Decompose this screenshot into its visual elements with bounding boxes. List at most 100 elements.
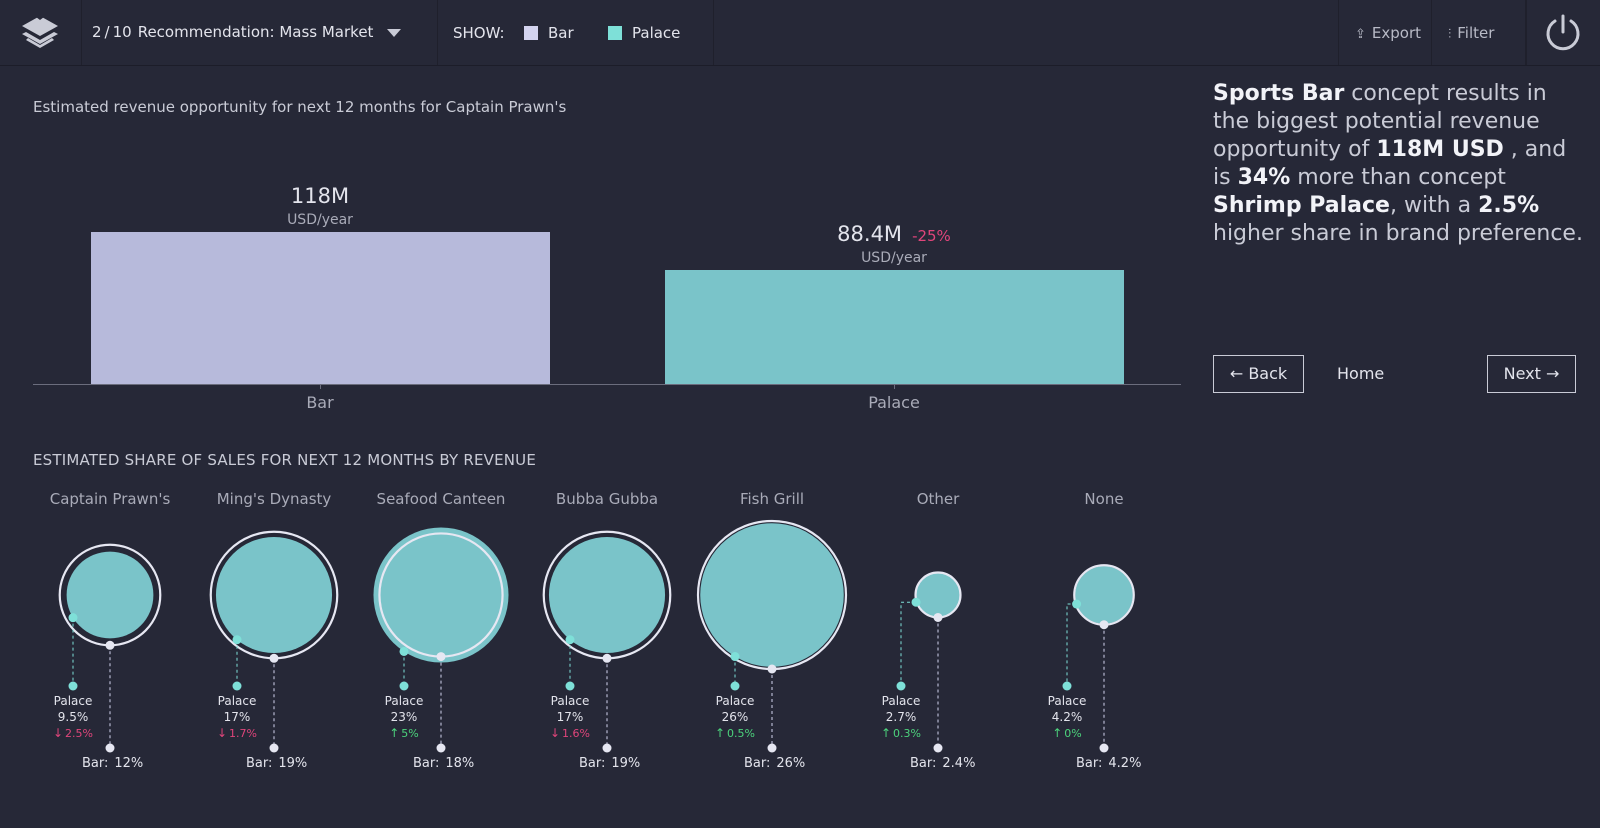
revenue-bar-chart: 118M USD/year Bar 88.4M -25% USD/year Palace [33, 140, 1181, 420]
palace-delta-value: 0.3% [893, 727, 921, 740]
show-legend: SHOW: Bar Palace [438, 0, 714, 65]
share-item: None Palace 4.2% ↑ 0% Bar: 4.2% [1019, 480, 1189, 780]
share-icon: ⇪ [1355, 27, 1366, 42]
home-link[interactable]: Home [1337, 364, 1385, 383]
power-button[interactable] [1526, 0, 1600, 65]
palace-anchor-dot [730, 652, 740, 662]
share-item: Fish Grill Palace 26% ↑ 0.5% Bar: 26% [687, 480, 857, 780]
arrow-up-icon: ↑ [1052, 726, 1063, 740]
recommendation-selector[interactable]: 2/10 Recommendation: Mass Market [82, 0, 438, 65]
bar-share-label: Bar: 12% [82, 756, 143, 771]
legend-label-palace: Palace [632, 24, 681, 42]
palace-label-block: Palace 9.5% ↓ 2.5% [33, 693, 113, 742]
logo-cell [0, 0, 82, 65]
insight-percent: 34% [1237, 165, 1291, 190]
legend-swatch-bar [524, 26, 538, 40]
palace-end-dot [68, 681, 78, 691]
export-button[interactable]: ⇪ Export [1338, 0, 1432, 65]
bar-end-dot [436, 743, 446, 753]
palace-label: Palace [1047, 694, 1087, 708]
bar-anchor-dot [767, 664, 777, 674]
palace-end-dot [730, 681, 740, 691]
recommendation-label: Recommendation: Mass Market [137, 23, 374, 41]
bar-end-dot [105, 743, 115, 753]
palace-delta-value: 0% [1064, 727, 1082, 740]
palace-end-dot [1062, 681, 1072, 691]
competitor-name: Captain Prawn's [49, 490, 171, 508]
page-separator: / [104, 23, 110, 41]
palace-label: Palace [715, 694, 755, 708]
next-button[interactable]: Next → [1487, 355, 1576, 393]
share-item: Bubba Gubba Palace 17% ↓ 1.6% Bar: 19% [522, 480, 692, 780]
insight-text-part: , and is [1213, 137, 1567, 190]
palace-label-block: Palace 4.2% ↑ 0% [1027, 693, 1107, 742]
bar-value-text: 88.4M [837, 222, 903, 247]
filter-label: Filter [1457, 24, 1495, 42]
palace-delta: ↑ 5% [364, 725, 444, 742]
competitor-name: Other [916, 490, 960, 508]
palace-share-value: 26% [721, 710, 749, 724]
palace-end-dot [399, 681, 409, 691]
bar-prefix: Bar: [579, 756, 606, 771]
bar-share-value: 19% [611, 756, 641, 771]
page-total: 10 [112, 23, 132, 41]
insight-text: Sports Bar concept results in the bigges… [1213, 80, 1583, 248]
palace-delta-value: 0.5% [727, 727, 755, 740]
palace-leader-line [1066, 603, 1077, 686]
show-label: SHOW: [453, 24, 505, 42]
share-bubble-svg [209, 530, 339, 753]
layers-logo-icon[interactable] [18, 12, 62, 52]
arrow-down-icon: ↓ [549, 726, 561, 740]
palace-bubble [548, 536, 666, 654]
palace-anchor-dot [1072, 599, 1082, 609]
palace-label: Palace [881, 694, 921, 708]
bar-share-value: 19% [278, 756, 308, 771]
bar-anchor-dot [105, 640, 115, 650]
share-bubble-svg [542, 530, 672, 753]
bar-anchor-dot [1099, 620, 1109, 630]
x-tick-label: Bar [306, 393, 334, 412]
share-item: Ming's Dynasty Palace 17% ↓ 1.7% Bar: 19% [189, 480, 359, 780]
sliders-icon: ⫶ [1448, 27, 1452, 42]
palace-leader-line [900, 601, 917, 686]
palace-label-block: Palace 17% ↓ 1.6% [530, 693, 610, 742]
share-item: Seafood Canteen Palace 23% ↑ 5% Bar: 18% [356, 480, 526, 780]
bar-share-value: 2.4% [942, 756, 976, 771]
palace-bubble [700, 523, 844, 667]
bar-anchor-dot [602, 653, 612, 663]
share-bubble-svg [696, 519, 848, 753]
palace-delta: ↑ 0% [1027, 725, 1107, 742]
palace-share-value: 9.5% [57, 710, 89, 724]
legend-toggle-palace[interactable]: Palace [608, 24, 680, 42]
bar-end-dot [933, 743, 943, 753]
palace-end-dot [896, 681, 906, 691]
palace-bubble [215, 536, 333, 654]
palace-bubble [1075, 566, 1133, 624]
palace-delta: ↓ 2.5% [33, 725, 113, 742]
palace-end-dot [232, 681, 242, 691]
competitor-name: None [1084, 490, 1124, 508]
arrow-down-icon: ↓ [216, 726, 228, 740]
page-current: 2 [92, 23, 102, 41]
arrow-up-icon: ↑ [714, 726, 726, 740]
palace-delta: ↑ 0.5% [695, 725, 775, 742]
bar-value-label: 118M [170, 184, 470, 208]
x-tick-label: Palace [868, 393, 920, 412]
palace-label-block: Palace 2.7% ↑ 0.3% [861, 693, 941, 742]
insight-compare-concept: Shrimp Palace [1213, 193, 1390, 218]
filter-button[interactable]: ⫶ Filter [1432, 0, 1526, 65]
share-chart-title: ESTIMATED SHARE OF SALES FOR NEXT 12 MON… [33, 451, 537, 469]
bar-end-dot [269, 743, 279, 753]
bar-delta-label: -25% [912, 227, 951, 246]
back-button[interactable]: ← Back [1213, 355, 1304, 393]
caret-down-icon[interactable] [387, 29, 401, 37]
insight-text-part: concept results in the biggest potential… [1213, 81, 1547, 162]
palace-label: Palace [550, 694, 590, 708]
legend-toggle-bar[interactable]: Bar [524, 24, 574, 42]
palace-label: Palace [217, 694, 257, 708]
palace-bubble [914, 571, 962, 619]
top-bar: 2/10 Recommendation: Mass Market SHOW: Ba… [0, 0, 1600, 66]
palace-delta: ↓ 1.6% [530, 725, 610, 742]
bar-end-dot [767, 743, 777, 753]
palace-anchor-dot [232, 635, 242, 645]
